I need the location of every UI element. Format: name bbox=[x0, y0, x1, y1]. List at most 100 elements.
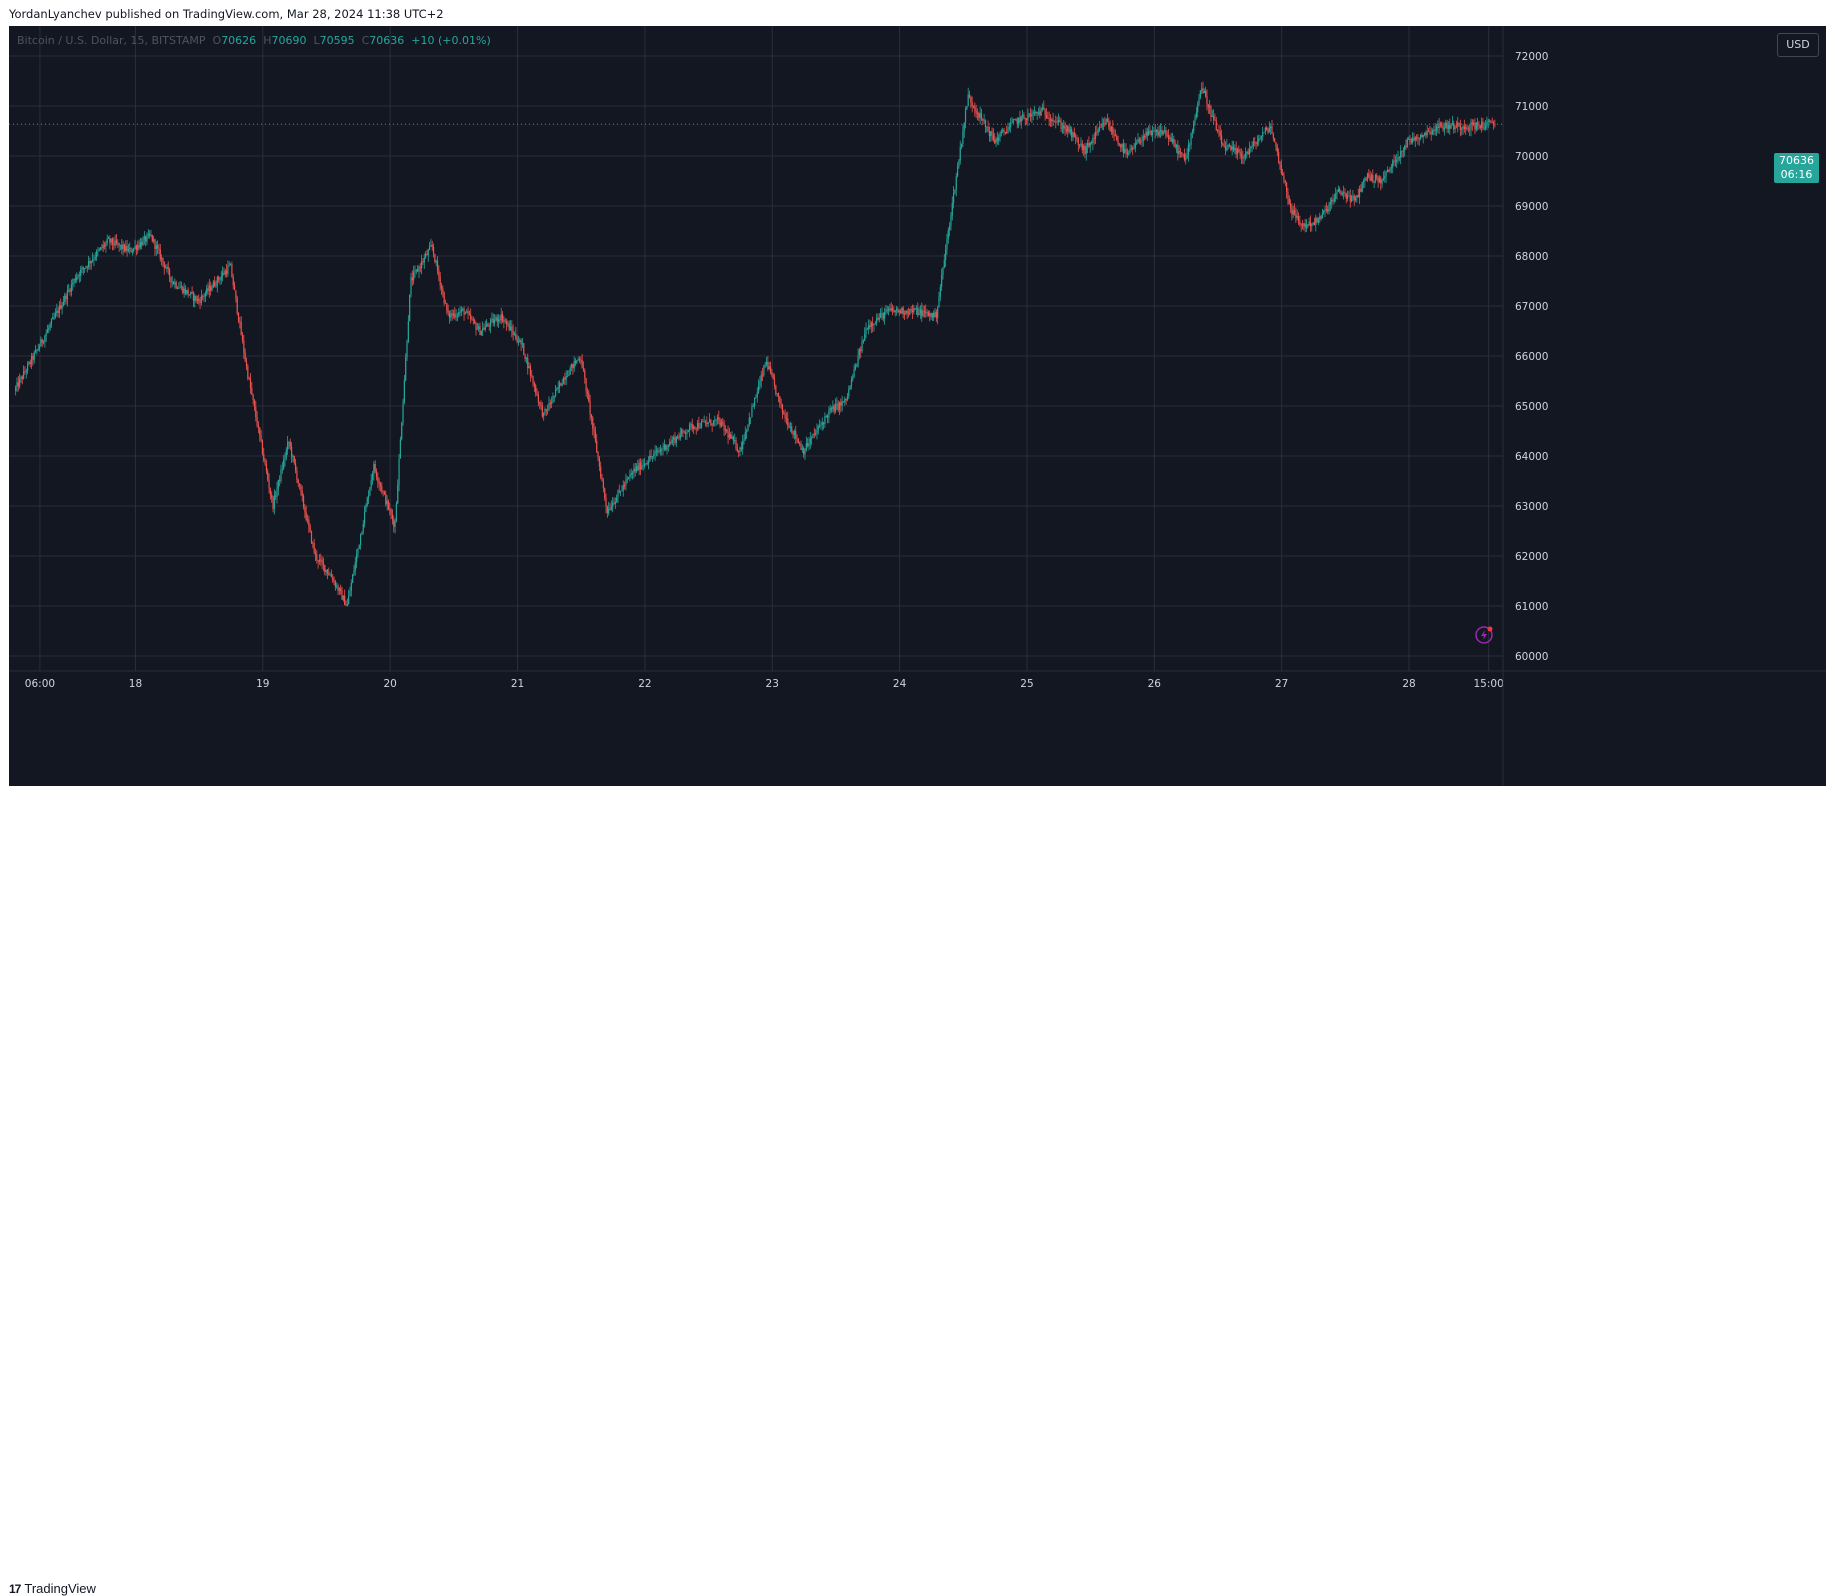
candle bbox=[1362, 178, 1365, 189]
candle bbox=[899, 308, 902, 314]
candle bbox=[772, 372, 774, 380]
candle bbox=[1153, 127, 1155, 133]
y-tick-label: 68000 bbox=[1515, 251, 1548, 263]
candle bbox=[235, 290, 237, 303]
candle bbox=[1242, 150, 1244, 165]
candle bbox=[533, 381, 535, 392]
candle bbox=[1484, 120, 1487, 131]
candle bbox=[147, 229, 149, 239]
candle bbox=[107, 236, 110, 240]
candle bbox=[933, 310, 935, 321]
candle bbox=[1169, 134, 1171, 142]
candle bbox=[1487, 118, 1489, 129]
candle bbox=[310, 530, 313, 545]
candle bbox=[539, 401, 541, 409]
candle bbox=[163, 261, 165, 275]
candle bbox=[237, 312, 240, 324]
candle bbox=[309, 523, 311, 533]
candle bbox=[256, 411, 258, 428]
candle bbox=[158, 243, 160, 255]
candle bbox=[793, 429, 796, 440]
candle bbox=[597, 450, 599, 462]
candle bbox=[1023, 112, 1025, 120]
candle bbox=[84, 268, 86, 273]
candle bbox=[483, 323, 485, 331]
candle bbox=[176, 286, 179, 290]
candle bbox=[688, 422, 691, 438]
candle bbox=[874, 320, 876, 325]
candle bbox=[898, 309, 900, 317]
candle bbox=[1341, 191, 1343, 197]
candle bbox=[917, 302, 919, 318]
candle bbox=[443, 291, 445, 306]
candle bbox=[114, 234, 116, 249]
x-tick-label: 21 bbox=[511, 678, 524, 690]
candle bbox=[699, 422, 701, 429]
candle bbox=[1133, 143, 1135, 150]
candle bbox=[180, 281, 183, 291]
candle bbox=[56, 303, 58, 317]
candle bbox=[1283, 171, 1285, 184]
tradingview-logo-icon[interactable]: 17 TradingView bbox=[9, 1581, 96, 1596]
candle bbox=[247, 364, 249, 381]
candle bbox=[1214, 113, 1216, 121]
candle bbox=[1094, 126, 1097, 144]
candle bbox=[685, 429, 687, 440]
open-label: O bbox=[212, 34, 222, 47]
candle bbox=[511, 320, 513, 338]
candle bbox=[210, 281, 212, 296]
currency-button[interactable]: USD bbox=[1777, 33, 1819, 57]
chart-frame[interactable]: 72000 71000 70000 69000 68000 67000 66000 65000… bbox=[9, 26, 1826, 786]
candle bbox=[844, 396, 846, 406]
candle bbox=[643, 458, 646, 469]
candle bbox=[1446, 119, 1448, 133]
candlestick-chart[interactable]: 72000 71000 70000 69000 68000 67000 66000 65000… bbox=[9, 26, 1826, 786]
candle bbox=[988, 126, 991, 142]
candle bbox=[708, 413, 711, 423]
candle bbox=[1205, 86, 1207, 98]
candle bbox=[849, 385, 851, 391]
candle bbox=[472, 316, 474, 325]
candle bbox=[98, 247, 100, 252]
candle bbox=[455, 309, 457, 322]
candle bbox=[970, 95, 972, 109]
candle bbox=[186, 289, 188, 296]
candle bbox=[690, 421, 692, 431]
candle bbox=[570, 363, 573, 372]
candle bbox=[1335, 187, 1337, 202]
candle bbox=[1145, 127, 1147, 140]
candle bbox=[349, 586, 351, 597]
candle bbox=[978, 111, 980, 122]
candle bbox=[929, 310, 931, 322]
close-label: C bbox=[361, 34, 370, 47]
candle bbox=[276, 481, 278, 504]
candle bbox=[1218, 124, 1220, 138]
candle bbox=[560, 382, 562, 386]
candle bbox=[333, 576, 335, 586]
candle bbox=[1491, 117, 1493, 124]
candle bbox=[249, 373, 252, 394]
candle bbox=[748, 412, 750, 427]
candle bbox=[37, 343, 39, 352]
candle bbox=[779, 396, 781, 408]
candle bbox=[330, 569, 333, 578]
candle bbox=[413, 265, 415, 285]
candle bbox=[1340, 190, 1342, 196]
candle bbox=[142, 236, 144, 246]
candle bbox=[669, 438, 671, 447]
candle bbox=[850, 376, 853, 390]
candle bbox=[663, 439, 665, 452]
candle bbox=[974, 102, 976, 117]
candle bbox=[1291, 203, 1293, 221]
lightning-icon[interactable] bbox=[1475, 626, 1493, 644]
low-value: 70595 bbox=[319, 34, 355, 47]
candle bbox=[363, 505, 366, 528]
candle bbox=[188, 294, 191, 296]
candle bbox=[1439, 121, 1442, 128]
candle bbox=[1081, 140, 1083, 154]
candle bbox=[702, 418, 704, 423]
candle bbox=[1358, 185, 1361, 204]
candle bbox=[1461, 126, 1463, 136]
high-label: H bbox=[263, 34, 272, 47]
candle bbox=[338, 587, 340, 596]
